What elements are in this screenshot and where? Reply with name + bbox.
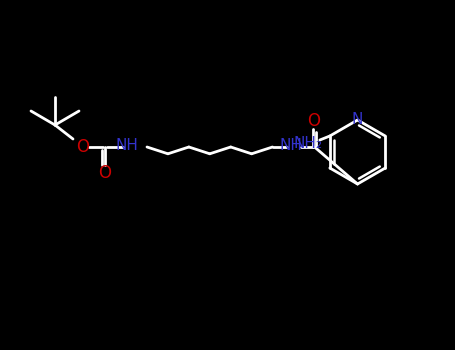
Text: O: O <box>307 112 320 130</box>
Text: NH: NH <box>116 138 138 153</box>
Text: O: O <box>76 138 90 156</box>
Text: NH: NH <box>279 138 302 153</box>
Text: N: N <box>352 112 363 127</box>
Text: NH₂: NH₂ <box>293 136 322 152</box>
Text: O: O <box>98 164 111 182</box>
